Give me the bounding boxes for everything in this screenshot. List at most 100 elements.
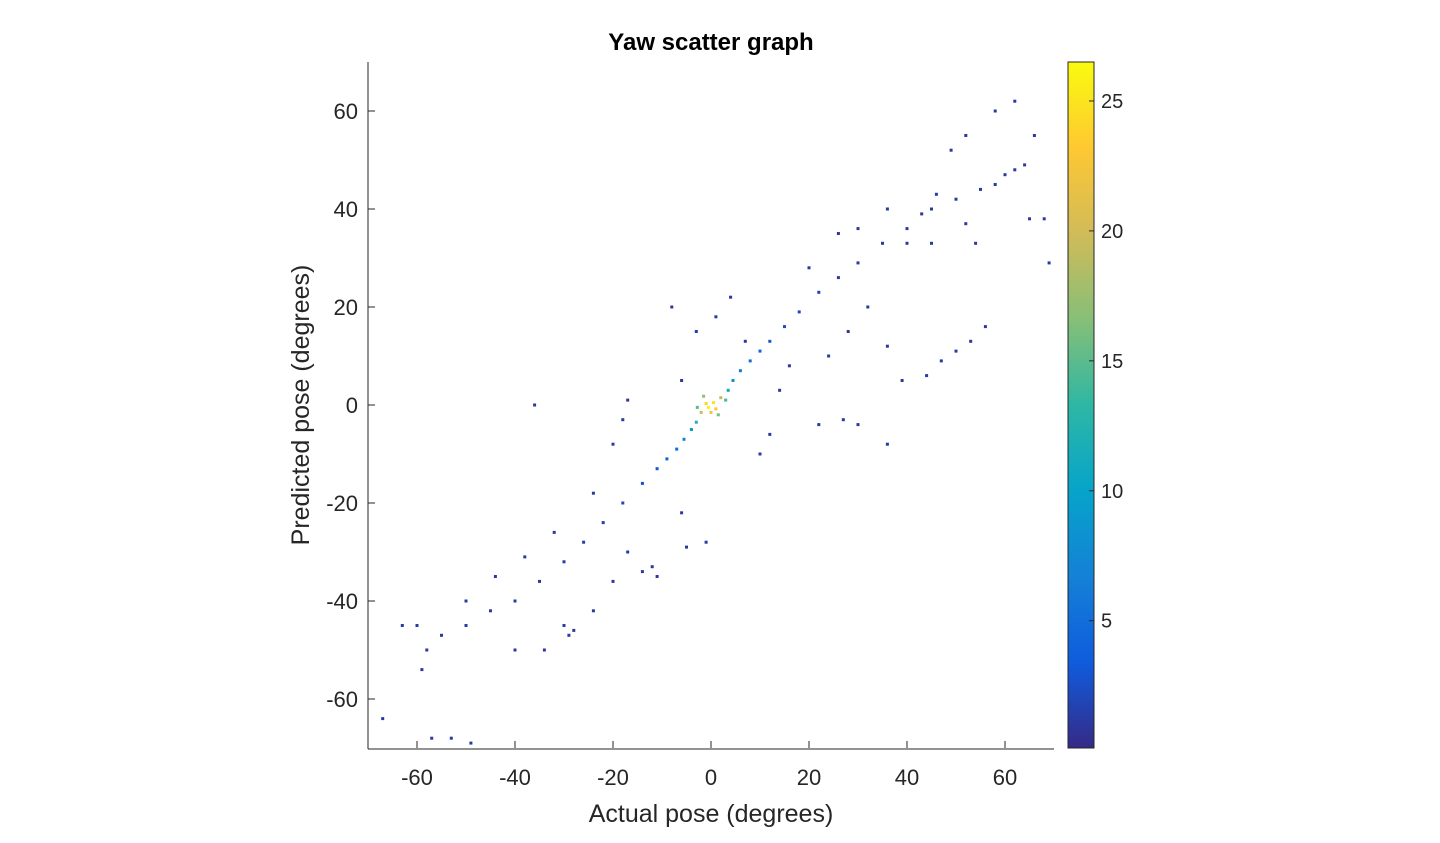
scatter-point: [682, 437, 686, 441]
scatter-point: [704, 402, 708, 405]
scatter-point: [866, 305, 870, 309]
scatter-point: [979, 187, 982, 191]
scatter-point: [925, 374, 929, 378]
scatter-point: [714, 315, 718, 319]
x-axis-ticks: -60 -40 -20 0 20 40 60: [401, 741, 1017, 790]
scatter-point: [601, 521, 605, 525]
scatter-point: [783, 325, 786, 329]
scatter-point: [626, 398, 630, 402]
scatter-point: [650, 565, 654, 569]
scatter-point: [538, 579, 541, 583]
scatter-point: [694, 330, 698, 333]
scatter-point: [689, 428, 693, 431]
scatter-point: [1028, 217, 1031, 221]
scatter-point: [731, 379, 735, 382]
scatter-point: [680, 511, 684, 515]
scatter-point: [1013, 99, 1017, 103]
scatter-point: [885, 344, 889, 348]
x-tick-label: -40: [499, 765, 531, 790]
x-tick-label: 20: [797, 765, 821, 790]
scatter-point: [768, 339, 772, 343]
colorbar-tick-label: 20: [1101, 221, 1123, 243]
scatter-point: [591, 491, 595, 495]
scatter-point: [665, 457, 669, 461]
y-tick-label: 60: [334, 99, 358, 124]
scatter-point: [611, 442, 615, 446]
scatter-point: [621, 501, 625, 505]
scatter-point: [939, 359, 943, 363]
y-tick-label: 0: [346, 393, 358, 418]
scatter-point: [1032, 134, 1036, 137]
scatter-point: [582, 540, 586, 544]
scatter-point: [716, 413, 720, 417]
scatter-point: [983, 325, 987, 329]
y-tick-label: -20: [326, 491, 358, 516]
colorbar-tick-label: 5: [1101, 611, 1112, 633]
scatter-point: [856, 261, 860, 265]
scatter-point: [704, 540, 708, 544]
scatter-point: [954, 197, 958, 201]
scatter-point: [464, 624, 468, 627]
scatter-point: [841, 418, 845, 422]
scatter-point: [827, 354, 831, 358]
scatter-point: [712, 401, 715, 405]
scatter-point: [489, 609, 492, 613]
y-tick-label: 20: [334, 295, 358, 320]
scatter-point: [464, 599, 468, 603]
scatter-point: [836, 232, 840, 235]
scatter-point: [954, 349, 958, 353]
scatter-point: [726, 388, 730, 392]
scatter-point: [420, 668, 424, 672]
scatter-point: [748, 359, 752, 363]
scatter-point: [993, 109, 997, 113]
scatter-point: [885, 442, 889, 446]
scatter-point: [993, 183, 997, 186]
y-axis-label: Predicted pose (degrees): [287, 265, 315, 546]
scatter-point: [881, 241, 884, 245]
scatter-point: [885, 207, 889, 211]
scatter-point: [533, 403, 537, 407]
y-tick-label: -40: [326, 589, 358, 614]
scatter-point: [440, 633, 443, 637]
scatter-point: [1013, 168, 1017, 172]
scatter-point: [768, 432, 772, 436]
scatter-point: [707, 405, 710, 409]
scatter-point: [702, 394, 706, 398]
scatter-point: [949, 148, 953, 152]
scatter-point: [675, 447, 679, 451]
scatter-point: [513, 599, 517, 603]
scatter-point: [542, 648, 546, 652]
colorbar-ticks: 25 20 15 10 5: [1089, 91, 1123, 633]
scatter-point: [738, 369, 742, 373]
scatter-point: [562, 560, 566, 564]
scatter-point: [400, 624, 404, 627]
scatter-point: [621, 418, 625, 422]
scatter-point: [562, 624, 566, 627]
scatter-point: [905, 227, 909, 231]
scatter-point: [513, 648, 517, 652]
scatter-point: [430, 736, 434, 740]
scatter-point: [787, 364, 791, 368]
scatter-point: [930, 241, 933, 245]
scatter-point: [797, 310, 801, 314]
scatter-point: [655, 467, 659, 471]
scatter-point: [1047, 261, 1051, 265]
scatter-point: [381, 717, 385, 721]
scatter-point: [934, 192, 938, 196]
colorbar: [1067, 61, 1095, 749]
colorbar-tick-label: 10: [1101, 481, 1123, 503]
scatter-point: [680, 379, 684, 382]
x-tick-label: 40: [895, 765, 919, 790]
scatter-point: [758, 349, 762, 353]
scatter-point: [836, 276, 840, 280]
scatter-point: [856, 423, 860, 427]
scatter-point: [807, 266, 811, 270]
scatter-point: [969, 339, 973, 343]
scatter-point: [449, 736, 453, 740]
scatter-point: [856, 227, 860, 231]
scatter-point: [1023, 163, 1027, 167]
x-tick-label: -20: [597, 765, 629, 790]
scatter-point: [1042, 217, 1046, 221]
scatter-point: [695, 405, 699, 409]
scatter-point: [685, 545, 688, 549]
